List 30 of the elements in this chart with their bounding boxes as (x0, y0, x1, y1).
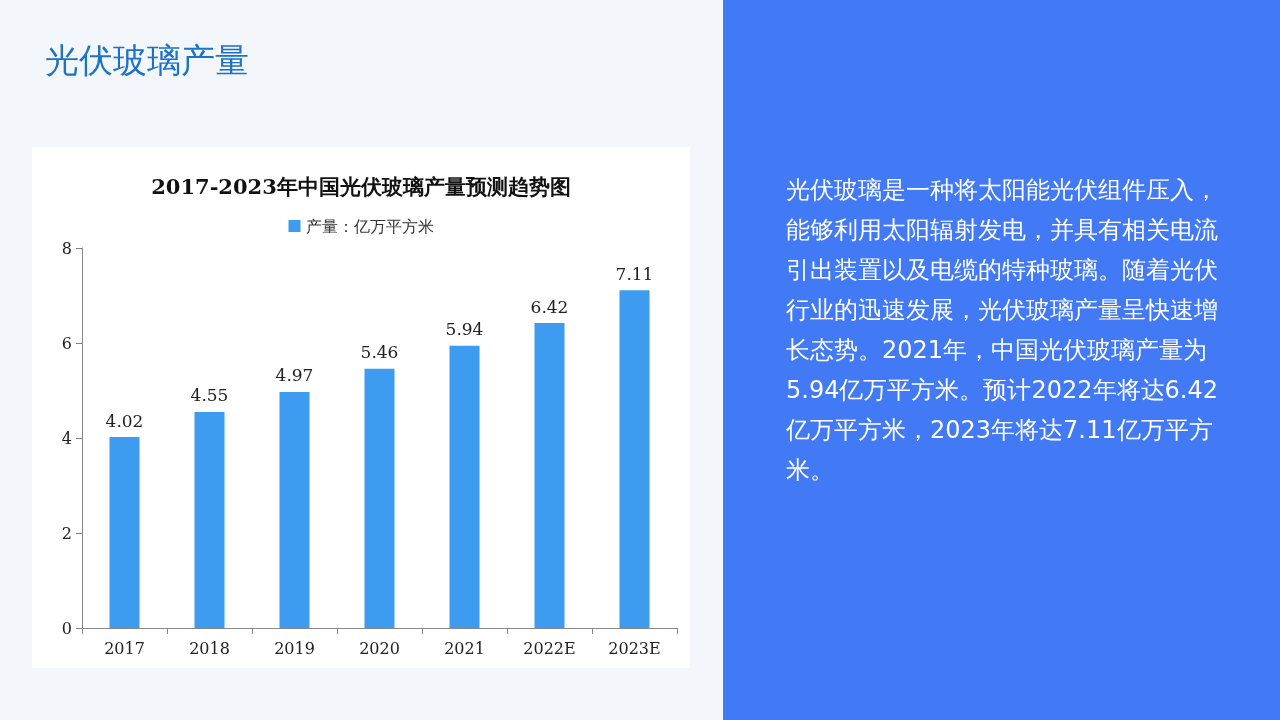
x-tick-label: 2021 (444, 638, 485, 658)
x-tick-label: 2022E (523, 638, 576, 658)
y-tick-label: 0 (61, 618, 72, 638)
x-tick-label: 2020 (359, 638, 400, 658)
y-tick-label: 6 (61, 333, 72, 353)
data-label: 4.55 (190, 385, 229, 406)
bar (449, 345, 480, 628)
data-label: 5.94 (445, 319, 484, 340)
y-tick-label: 8 (61, 238, 72, 258)
data-label: 6.42 (530, 296, 569, 317)
y-tick-label: 4 (61, 428, 72, 448)
x-tick-label: 2017 (104, 638, 145, 658)
x-tick-label: 2019 (274, 638, 315, 658)
data-label: 4.97 (275, 365, 314, 386)
x-tick-label: 2018 (189, 638, 230, 658)
text: 光伏玻璃是一种将太阳能光伏组件压入，能够利用太阳辐射发电，并具有相关电流引出装置以及电缆的特种玻璃。随着光伏行业的迅速发展，光伏玻璃产量呈快速增长态势。2021年，中国光伏玻璃产量为5.94亿万平方米。预计2022年将达6.42亿万平方米，2023年将达7.11亿万平方米。 (786, 175, 1219, 486)
bar (194, 411, 225, 628)
bar (109, 437, 140, 628)
y-tick-label: 2 (61, 523, 72, 543)
text: 光伏玻璃产量 (45, 39, 249, 82)
data-label: 5.46 (360, 342, 399, 363)
bar (619, 290, 650, 628)
bar (534, 323, 565, 628)
legend-label: 产量：亿万平方米 (305, 217, 434, 235)
data-label: 4.02 (105, 410, 144, 431)
bar (279, 391, 310, 628)
chart-title: 2017-2023年中国光伏玻璃产量预测趋势图 (151, 174, 571, 199)
bar (364, 368, 395, 628)
data-label: 7.11 (615, 263, 654, 284)
x-tick-label: 2023E (608, 638, 661, 658)
